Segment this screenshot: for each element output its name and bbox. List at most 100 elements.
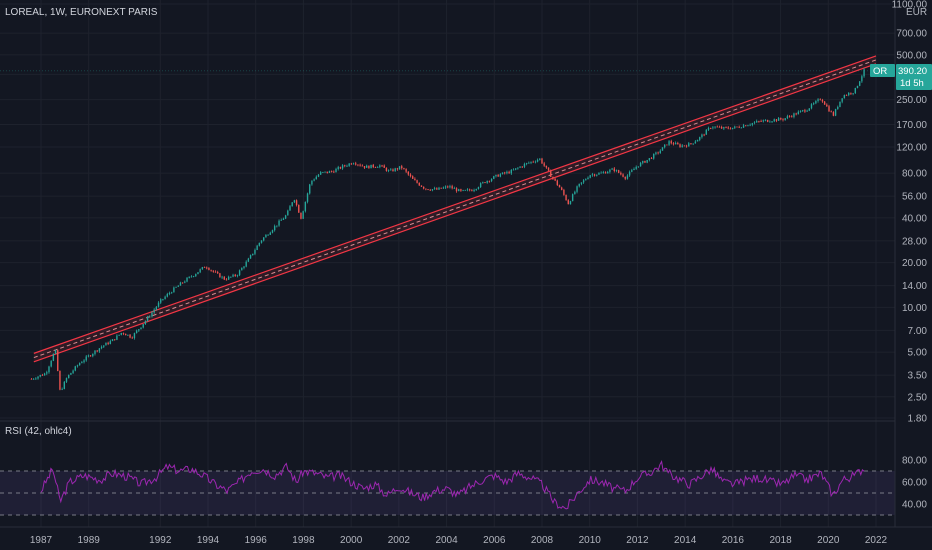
candle-body xyxy=(535,162,536,163)
candle-body xyxy=(440,188,441,189)
candle-body xyxy=(138,329,139,330)
candle-body xyxy=(320,172,321,174)
candle-body xyxy=(340,167,341,168)
candle-body xyxy=(72,371,73,373)
candle-body xyxy=(70,373,71,375)
candle-body xyxy=(430,190,431,191)
candle-body xyxy=(500,174,501,176)
candle-body xyxy=(675,143,676,144)
candle-body xyxy=(86,356,87,360)
candle-body xyxy=(506,172,507,173)
candle-body xyxy=(454,188,455,189)
candle-body xyxy=(725,127,726,128)
candle-body xyxy=(373,165,374,167)
candle-body xyxy=(353,163,354,164)
price-axis-label: 2.50 xyxy=(908,392,928,403)
candle-body xyxy=(857,86,858,88)
candle-body xyxy=(291,202,292,206)
candle-body xyxy=(644,161,645,163)
candle-body xyxy=(425,189,426,190)
candle-body xyxy=(191,277,192,278)
time-axis-label: 2006 xyxy=(483,535,506,546)
candle-body xyxy=(107,343,108,344)
candle-body xyxy=(215,272,216,273)
candle-body xyxy=(798,112,799,115)
price-tag-symbol: OR xyxy=(873,66,887,77)
candle-body xyxy=(81,362,82,363)
candle-body xyxy=(559,185,560,187)
candle-body xyxy=(817,99,818,101)
candle-body xyxy=(256,246,257,250)
candle-body xyxy=(495,175,496,176)
candle-body xyxy=(635,167,636,169)
candle-body xyxy=(392,169,393,171)
candle-body xyxy=(605,172,606,173)
candle-body xyxy=(572,194,573,201)
candle-body xyxy=(346,166,347,167)
candle-body xyxy=(445,186,446,187)
candle-body xyxy=(305,202,306,211)
candle-body xyxy=(769,122,770,123)
candle-body xyxy=(478,187,479,189)
candle-body xyxy=(384,166,385,168)
candle-body xyxy=(745,125,746,126)
rsi-axis-label: 60.00 xyxy=(902,478,927,489)
candle-body xyxy=(793,113,794,116)
candle-body xyxy=(206,268,207,269)
candle-body xyxy=(640,163,641,167)
candle-body xyxy=(324,172,325,173)
candle-body xyxy=(272,230,273,232)
candle-body xyxy=(283,219,284,220)
candle-body xyxy=(333,172,334,173)
candle-body xyxy=(419,183,420,186)
candle-body xyxy=(502,172,503,174)
candle-body xyxy=(546,166,547,168)
candle-body xyxy=(820,99,821,100)
rsi-axis[interactable]: 80.00 60.00 40.00 xyxy=(902,456,927,511)
candle-body xyxy=(254,250,255,254)
candle-body xyxy=(721,127,722,129)
candle-body xyxy=(513,170,514,171)
candle-body xyxy=(287,211,288,216)
candle-body xyxy=(677,143,678,144)
candle-body xyxy=(265,235,266,237)
candle-body xyxy=(250,255,251,258)
candle-body xyxy=(758,121,759,122)
candle-body xyxy=(42,375,43,376)
candle-body xyxy=(679,144,680,147)
price-axis-label: 56.00 xyxy=(902,192,927,203)
candle-body xyxy=(655,152,656,153)
candle-body xyxy=(31,379,32,380)
candle-body xyxy=(629,172,630,176)
candle-body xyxy=(795,113,796,114)
candle-body xyxy=(311,181,312,185)
candle-body xyxy=(46,372,47,373)
candle-body xyxy=(61,389,62,390)
candle-body xyxy=(75,366,76,370)
candle-body xyxy=(826,105,827,107)
candle-body xyxy=(381,165,382,166)
candle-body xyxy=(296,200,297,205)
currency-label: EUR xyxy=(906,7,927,18)
candle-body xyxy=(863,69,864,76)
price-axis-label: 7.00 xyxy=(908,326,928,337)
candle-body xyxy=(307,193,308,201)
candle-body xyxy=(504,172,505,173)
candle-body xyxy=(241,268,242,270)
candle-body xyxy=(489,181,490,182)
candle-body xyxy=(348,164,349,166)
candle-body xyxy=(589,175,590,178)
candle-body xyxy=(778,118,779,121)
candle-body xyxy=(33,379,34,380)
candle-body xyxy=(173,288,174,293)
candle-body xyxy=(673,143,674,144)
candle-body xyxy=(519,167,520,168)
candle-body xyxy=(543,163,544,165)
candle-body xyxy=(167,294,168,297)
candle-body xyxy=(688,143,689,146)
price-axis-label: 10.00 xyxy=(902,303,927,314)
candle-body xyxy=(570,201,571,204)
candle-body xyxy=(213,271,214,272)
candle-body xyxy=(787,116,788,118)
candle-body xyxy=(528,163,529,164)
